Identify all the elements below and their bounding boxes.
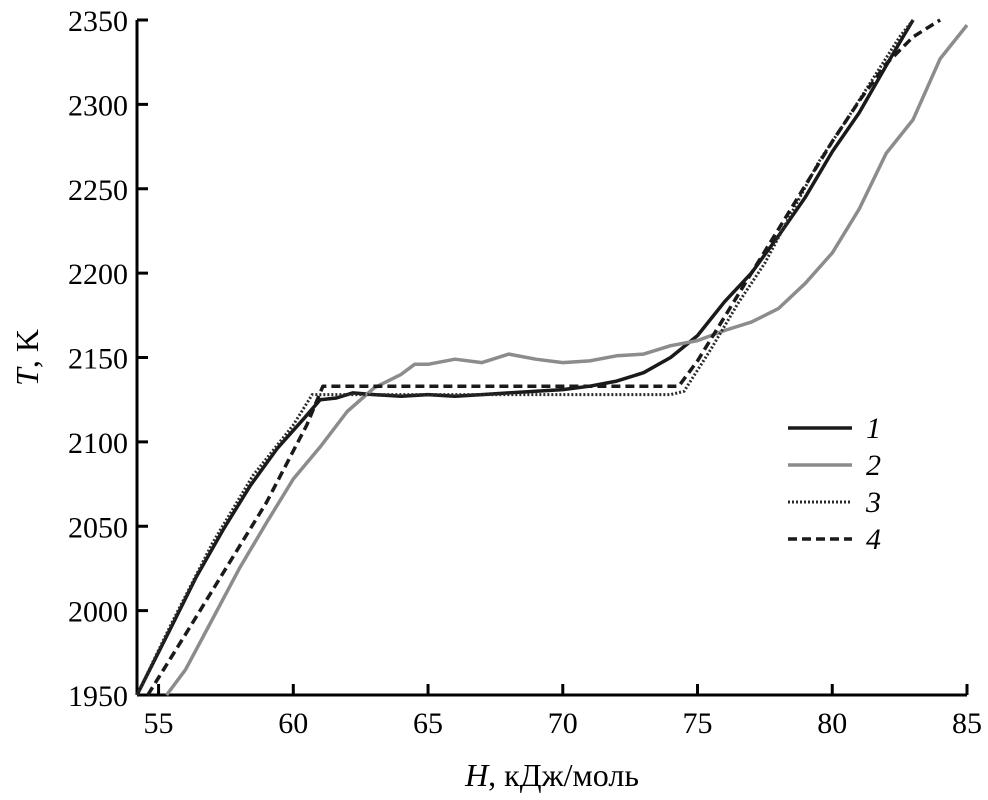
series-line-4 [146,18,942,696]
y-tick-label: 1950 [68,680,128,713]
y-tick-label: 2050 [68,511,128,544]
legend-label-1: 1 [866,412,881,445]
series-layer [135,18,969,697]
legend: 1 2 3 4 [788,412,881,556]
x-axis-variable: H [464,757,490,793]
x-axis-title: H, кДж/моль [464,757,639,793]
y-axis-title: T, K [9,329,45,386]
x-tick-label: 55 [144,707,174,740]
x-tick-label: 80 [817,707,847,740]
y-axis-unit: , K [9,329,45,368]
x-tick-label: 75 [683,707,713,740]
series-line-1 [135,19,915,696]
y-axis-variable: T [9,366,45,386]
x-axis-unit: , кДж/моль [488,757,639,793]
y-ticks: 1950 2000 2050 2100 2150 2200 2250 2300 2350 [68,5,148,713]
y-tick-label: 2000 [68,596,128,629]
y-tick-label: 2250 [68,174,128,207]
axes [135,20,967,697]
x-tick-label: 60 [278,707,308,740]
y-tick-label: 2300 [68,89,128,122]
x-tick-label: 70 [548,707,578,740]
x-ticks: 55 60 65 70 75 80 85 [144,684,982,740]
y-tick-label: 2350 [68,5,128,38]
series-line-3 [135,19,915,696]
y-tick-label: 2150 [68,343,128,376]
legend-label-4: 4 [866,523,881,556]
x-tick-label: 85 [952,707,982,740]
y-tick-label: 2100 [68,427,128,460]
x-tick-label: 65 [413,707,443,740]
legend-label-3: 3 [865,486,881,519]
y-tick-label: 2200 [68,258,128,291]
legend-label-2: 2 [866,449,881,482]
series-line-2 [165,24,969,697]
